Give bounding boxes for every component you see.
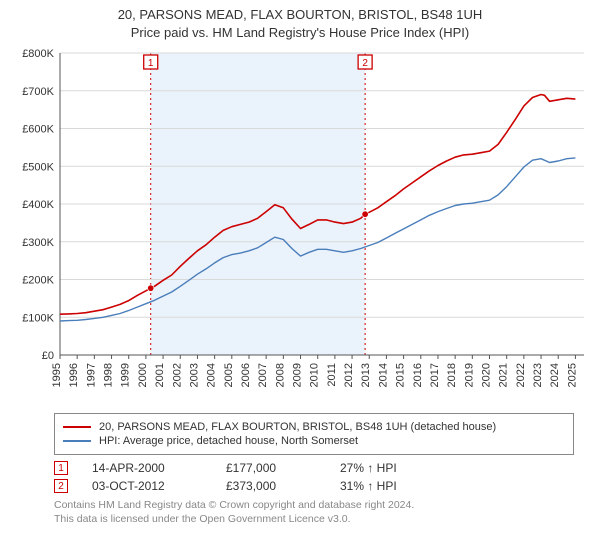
svg-text:2023: 2023	[532, 363, 544, 387]
svg-text:2009: 2009	[292, 363, 304, 387]
svg-text:1995: 1995	[51, 363, 63, 387]
svg-text:2020: 2020	[481, 363, 493, 387]
footnote: Contains HM Land Registry data © Crown c…	[54, 499, 590, 526]
svg-text:2017: 2017	[429, 363, 441, 387]
svg-text:1997: 1997	[85, 363, 97, 387]
svg-text:2: 2	[362, 58, 368, 69]
svg-text:2000: 2000	[137, 363, 149, 387]
svg-text:2007: 2007	[257, 363, 269, 387]
sale-marker-icon: 1	[54, 461, 68, 475]
svg-text:£600K: £600K	[22, 124, 54, 136]
svg-text:2018: 2018	[446, 363, 458, 387]
svg-text:1998: 1998	[103, 363, 115, 387]
svg-text:£500K: £500K	[22, 161, 54, 173]
svg-text:2008: 2008	[274, 363, 286, 387]
svg-text:2024: 2024	[549, 363, 561, 387]
sale-hpi-delta: 27% ↑ HPI	[340, 461, 440, 475]
svg-text:1996: 1996	[68, 363, 80, 387]
sale-date: 03-OCT-2012	[92, 479, 202, 493]
legend-box: 20, PARSONS MEAD, FLAX BOURTON, BRISTOL,…	[54, 413, 574, 455]
svg-text:1999: 1999	[120, 363, 132, 387]
chart-svg: 1 2 £0 £100K £200K £300K £400K £500K £600K £700K £…	[10, 45, 590, 405]
svg-text:£400K: £400K	[22, 199, 54, 211]
svg-text:2013: 2013	[360, 363, 372, 387]
svg-text:£700K: £700K	[22, 86, 54, 98]
svg-text:2021: 2021	[498, 363, 510, 387]
svg-text:2015: 2015	[395, 363, 407, 387]
svg-text:2016: 2016	[412, 363, 424, 387]
sale-price: £177,000	[226, 461, 316, 475]
legend-swatch	[63, 440, 91, 442]
chart-container: 20, PARSONS MEAD, FLAX BOURTON, BRISTOL,…	[0, 0, 600, 560]
title-block: 20, PARSONS MEAD, FLAX BOURTON, BRISTOL,…	[10, 6, 590, 41]
legend-row: 20, PARSONS MEAD, FLAX BOURTON, BRISTOL,…	[63, 421, 565, 433]
footnote-line-1: Contains HM Land Registry data © Crown c…	[54, 499, 590, 513]
svg-text:£300K: £300K	[22, 237, 54, 249]
legend-label: HPI: Average price, detached house, Nort…	[99, 435, 358, 447]
svg-text:2019: 2019	[463, 363, 475, 387]
svg-text:£100K: £100K	[22, 312, 54, 324]
sale-price: £373,000	[226, 479, 316, 493]
legend-label: 20, PARSONS MEAD, FLAX BOURTON, BRISTOL,…	[99, 421, 496, 433]
svg-text:2004: 2004	[206, 363, 218, 387]
svg-text:2006: 2006	[240, 363, 252, 387]
svg-text:2010: 2010	[309, 363, 321, 387]
sale-row: 2 03-OCT-2012 £373,000 31% ↑ HPI	[54, 479, 590, 493]
title-line-1: 20, PARSONS MEAD, FLAX BOURTON, BRISTOL,…	[10, 6, 590, 24]
svg-text:£800K: £800K	[22, 48, 54, 60]
chart-area: 1 2 £0 £100K £200K £300K £400K £500K £600K £700K £…	[10, 45, 590, 405]
svg-text:£200K: £200K	[22, 275, 54, 287]
svg-text:2005: 2005	[223, 363, 235, 387]
sale-hpi-delta: 31% ↑ HPI	[340, 479, 440, 493]
svg-text:2012: 2012	[343, 363, 355, 387]
footnote-line-2: This data is licensed under the Open Gov…	[54, 513, 590, 527]
svg-text:2001: 2001	[154, 363, 166, 387]
sale-marker-icon: 2	[54, 479, 68, 493]
svg-text:2003: 2003	[188, 363, 200, 387]
svg-text:£0: £0	[42, 350, 54, 362]
title-line-2: Price paid vs. HM Land Registry's House …	[10, 24, 590, 42]
legend-row: HPI: Average price, detached house, Nort…	[63, 435, 565, 447]
svg-text:2002: 2002	[171, 363, 183, 387]
svg-text:2014: 2014	[377, 363, 389, 387]
svg-text:2025: 2025	[566, 363, 578, 387]
svg-text:1: 1	[148, 58, 154, 69]
sale-date: 14-APR-2000	[92, 461, 202, 475]
svg-text:2011: 2011	[326, 363, 338, 387]
sale-row: 1 14-APR-2000 £177,000 27% ↑ HPI	[54, 461, 590, 475]
svg-text:2022: 2022	[515, 363, 527, 387]
legend-swatch	[63, 426, 91, 428]
